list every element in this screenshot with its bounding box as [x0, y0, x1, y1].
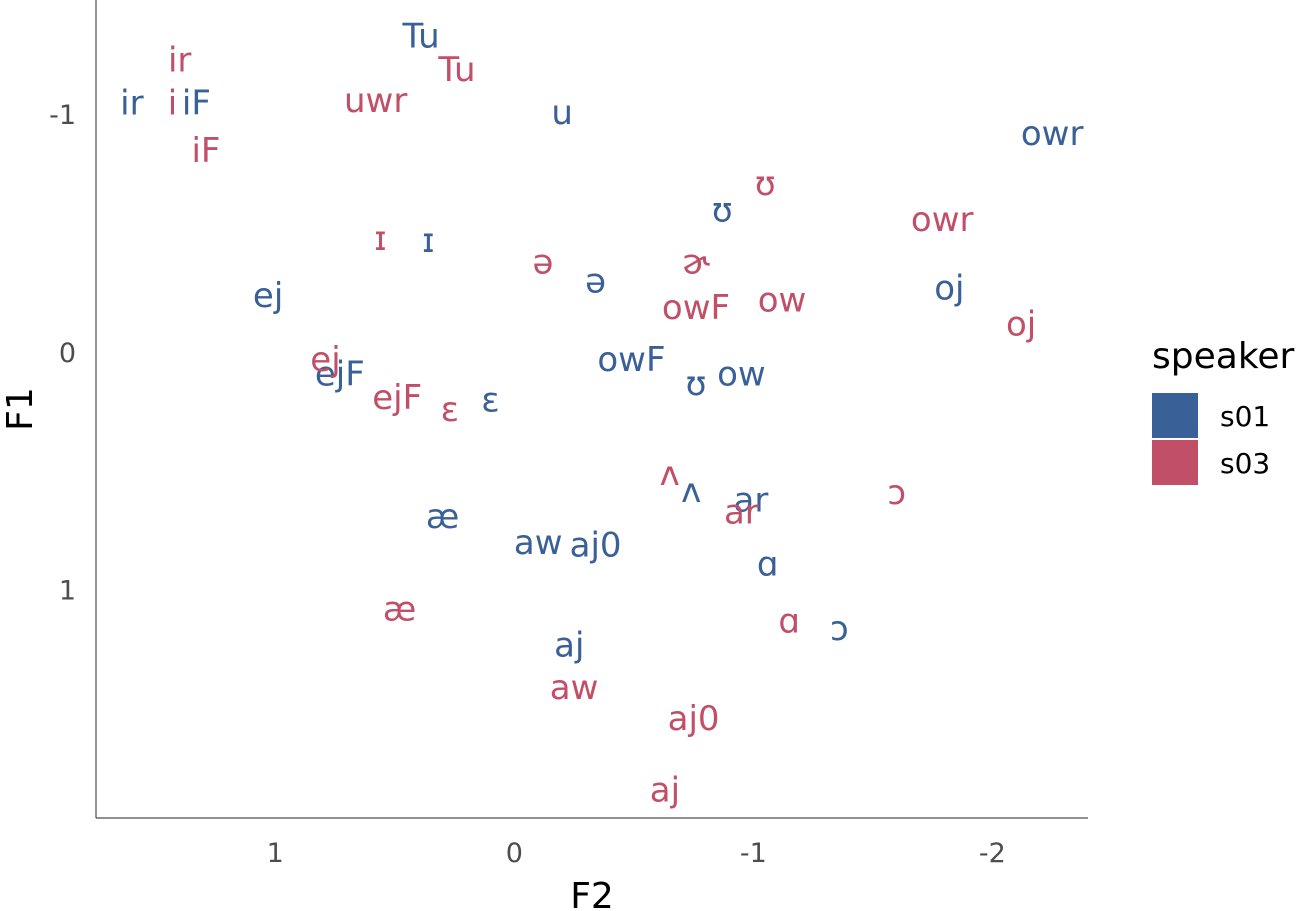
data-point-label-s01: u — [551, 93, 573, 133]
legend-swatch-s01 — [1152, 393, 1198, 438]
y-axis-ticks: -1 0 1 — [49, 100, 76, 607]
data-point-label-s03: ʊ — [755, 164, 776, 204]
y-axis-title: F1 — [0, 387, 41, 431]
x-axis-title: F2 — [570, 876, 614, 911]
legend-label-s01: s01 — [1220, 400, 1270, 433]
data-point-label-s01: owF — [597, 340, 665, 380]
data-point-label-s01: owr — [1021, 114, 1084, 154]
legend-title: speaker — [1152, 336, 1295, 377]
data-point-label-s03: ar — [724, 492, 759, 532]
data-point-label-s03: ɚ — [682, 243, 710, 283]
data-point-label-s03: ʌ — [660, 454, 680, 494]
data-point-label-s03: ə — [533, 243, 554, 283]
data-point-label-s03: oj — [1006, 304, 1036, 344]
x-tick-label: 0 — [506, 838, 523, 869]
data-point-label-s01: ɑ — [757, 545, 779, 585]
data-point-label-s03: æ — [383, 590, 416, 630]
y-tick-label: 1 — [59, 576, 76, 607]
y-tick-label: -1 — [49, 100, 76, 131]
data-point-label-s01: ar — [734, 480, 769, 520]
x-tick-label: 1 — [267, 838, 284, 869]
data-point-label-s01: ir — [120, 83, 143, 123]
data-point-label-s01: iF — [182, 83, 211, 123]
x-axis-ticks: 1 0 -1 -2 — [267, 838, 1006, 869]
x-tick-label: -1 — [740, 838, 767, 869]
data-point-label-s03: ej — [310, 340, 340, 380]
data-point-label-s01: aj — [554, 625, 584, 665]
x-tick-label: -2 — [979, 838, 1006, 869]
data-point-label-s01: ʊ — [712, 190, 733, 230]
data-point-label-s01: ɔ — [830, 609, 849, 649]
data-point-label-s03: aj — [650, 770, 680, 810]
data-point-label-s03: owr — [911, 200, 974, 240]
data-point-label-s01: aw — [514, 523, 563, 563]
data-point-label-s03: ir — [168, 40, 191, 80]
data-point-label-s01: ɪ — [422, 221, 435, 261]
data-point-label-s03: i — [168, 83, 177, 123]
legend-swatch-s03 — [1152, 440, 1198, 485]
data-point-label-s03: ɪ — [374, 219, 387, 259]
data-point-label-s03: iF — [191, 131, 220, 171]
data-point-label-s01: aj0 — [570, 526, 622, 566]
data-point-label-s03: ejF — [372, 378, 422, 418]
data-point-label-s03: ɛ — [441, 390, 459, 430]
y-tick-label: 0 — [59, 338, 76, 369]
data-point-label-s01: ow — [717, 354, 766, 394]
data-point-label-s01: Tu — [402, 17, 440, 57]
data-point-label-s01: ʊ — [685, 364, 706, 404]
data-point-label-s01: ejF — [315, 354, 365, 394]
data-point-label-s01: ej — [253, 276, 283, 316]
data-point-label-s03: aj0 — [668, 699, 720, 739]
data-point-label-s01: ɛ — [481, 380, 499, 420]
data-point-label-s03: ow — [758, 281, 807, 321]
data-point-label-s01: ʌ — [681, 471, 701, 511]
data-point-label-s03: aw — [550, 668, 599, 708]
data-point-label-s03: owF — [662, 288, 730, 328]
data-point-label-s03: Tu — [437, 50, 475, 90]
data-point-label-s03: ɑ — [778, 602, 800, 642]
data-point-label-s03: ɔ — [887, 473, 906, 513]
data-point-label-s01: oj — [934, 269, 964, 309]
data-point-label-s01: æ — [426, 497, 459, 537]
data-point-label-s03: uwr — [344, 81, 407, 121]
data-point-label-s01: ə — [585, 262, 606, 302]
legend-label-s03: s03 — [1220, 447, 1270, 480]
